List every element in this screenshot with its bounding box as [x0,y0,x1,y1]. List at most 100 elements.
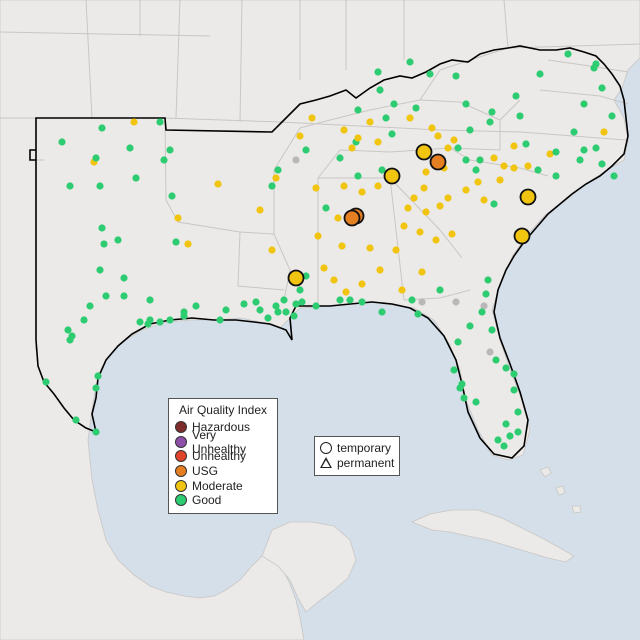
station-marker[interactable] [366,118,374,126]
station-marker[interactable] [120,274,128,282]
station-marker[interactable] [592,144,600,152]
station-marker[interactable] [608,112,616,120]
station-marker[interactable] [450,136,458,144]
station-marker[interactable] [510,386,518,394]
station-marker[interactable] [418,268,426,276]
station-marker[interactable] [412,104,420,112]
temporary-monitor-marker[interactable] [513,227,531,245]
station-marker[interactable] [144,320,152,328]
station-marker[interactable] [600,128,608,136]
station-marker[interactable] [166,316,174,324]
station-marker[interactable] [500,442,508,450]
station-marker[interactable] [454,144,462,152]
station-marker[interactable] [466,322,474,330]
station-marker[interactable] [92,154,100,162]
station-marker[interactable] [454,338,462,346]
station-marker[interactable] [348,144,356,152]
station-marker[interactable] [406,114,414,122]
station-marker[interactable] [342,288,350,296]
station-marker[interactable] [376,86,384,94]
station-marker[interactable] [510,370,518,378]
station-marker[interactable] [354,134,362,142]
station-marker[interactable] [516,112,524,120]
station-marker[interactable] [476,156,484,164]
station-marker[interactable] [444,194,452,202]
station-marker[interactable] [334,214,342,222]
station-marker[interactable] [192,302,200,310]
station-marker[interactable] [280,296,288,304]
station-marker[interactable] [374,68,382,76]
station-marker[interactable] [576,156,584,164]
station-marker[interactable] [510,164,518,172]
station-marker[interactable] [314,232,322,240]
station-marker[interactable] [292,156,300,164]
station-marker[interactable] [160,156,168,164]
station-marker[interactable] [336,296,344,304]
station-marker[interactable] [358,188,366,196]
station-marker[interactable] [388,130,396,138]
station-marker[interactable] [42,378,50,386]
station-marker[interactable] [492,356,500,364]
station-marker[interactable] [240,300,248,308]
station-marker[interactable] [484,276,492,284]
station-marker[interactable] [302,146,310,154]
station-marker[interactable] [272,174,280,182]
station-marker[interactable] [428,124,436,132]
station-marker[interactable] [406,58,414,66]
station-marker[interactable] [482,290,490,298]
station-marker[interactable] [460,394,468,402]
station-marker[interactable] [448,230,456,238]
station-marker[interactable] [610,172,618,180]
station-marker[interactable] [256,306,264,314]
station-marker[interactable] [390,100,398,108]
station-marker[interactable] [458,380,466,388]
station-marker[interactable] [94,372,102,380]
station-marker[interactable] [472,166,480,174]
station-marker[interactable] [66,336,74,344]
station-marker[interactable] [472,398,480,406]
station-marker[interactable] [120,292,128,300]
station-marker[interactable] [480,196,488,204]
station-marker[interactable] [320,264,328,272]
station-marker[interactable] [580,146,588,154]
station-marker[interactable] [340,126,348,134]
station-marker[interactable] [398,286,406,294]
station-marker[interactable] [66,182,74,190]
station-marker[interactable] [510,142,518,150]
station-marker[interactable] [156,318,164,326]
temporary-monitor-marker[interactable] [519,188,537,206]
station-marker[interactable] [166,146,174,154]
station-marker[interactable] [598,84,606,92]
station-marker[interactable] [490,200,498,208]
station-marker[interactable] [92,384,100,392]
station-marker[interactable] [252,298,260,306]
station-marker[interactable] [96,266,104,274]
station-marker[interactable] [534,166,542,174]
station-marker[interactable] [216,316,224,324]
station-marker[interactable] [570,128,578,136]
station-marker[interactable] [414,310,422,318]
station-marker[interactable] [174,214,182,222]
station-marker[interactable] [436,202,444,210]
station-marker[interactable] [168,192,176,200]
station-marker[interactable] [462,156,470,164]
station-marker[interactable] [358,298,366,306]
station-marker[interactable] [80,316,88,324]
temporary-monitor-marker[interactable] [383,167,401,185]
station-marker[interactable] [462,100,470,108]
station-marker[interactable] [340,182,348,190]
station-marker[interactable] [290,312,298,320]
station-marker[interactable] [452,298,460,306]
station-marker[interactable] [466,126,474,134]
station-marker[interactable] [312,184,320,192]
station-marker[interactable] [378,166,386,174]
station-marker[interactable] [580,100,588,108]
station-marker[interactable] [486,118,494,126]
station-marker[interactable] [496,176,504,184]
station-marker[interactable] [214,180,222,188]
station-marker[interactable] [434,132,442,140]
station-marker[interactable] [274,308,282,316]
station-marker[interactable] [522,140,530,148]
station-marker[interactable] [418,298,426,306]
